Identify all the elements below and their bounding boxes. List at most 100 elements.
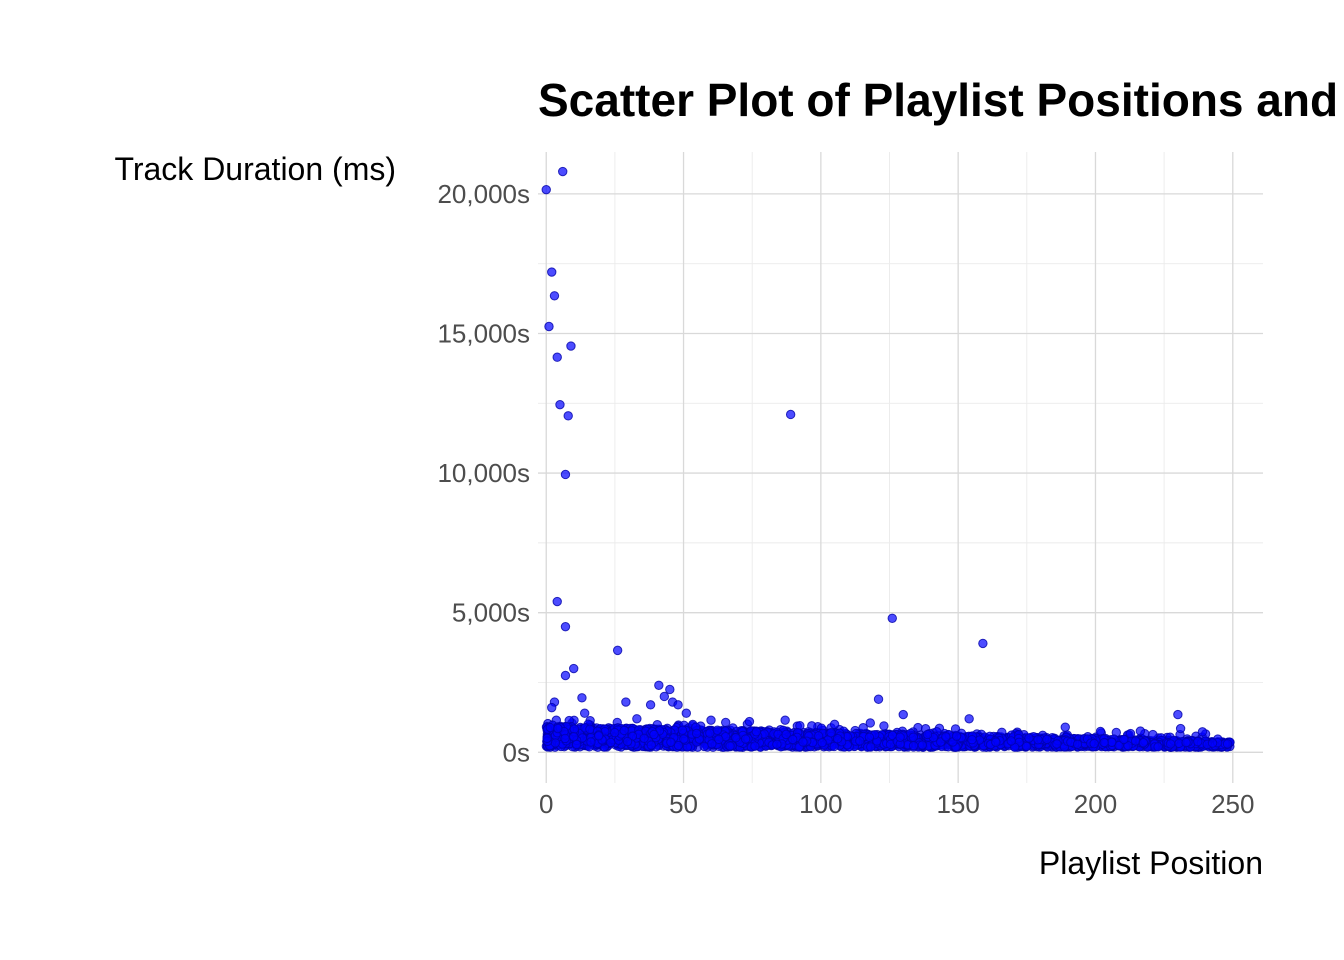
data-point [1130, 736, 1141, 746]
data-point [666, 737, 676, 747]
x-tick-label: 150 [936, 789, 979, 819]
data-point [964, 714, 974, 724]
data-point [621, 697, 631, 707]
data-point [612, 645, 623, 656]
data-point [1119, 734, 1129, 745]
data-point [681, 708, 691, 718]
data-point [829, 741, 839, 752]
data-point [569, 732, 579, 742]
data-point [673, 700, 683, 710]
data-point [569, 724, 580, 734]
data-point [552, 596, 562, 607]
data-point [560, 621, 571, 632]
data-point [866, 742, 876, 752]
data-point [832, 734, 843, 744]
data-point [555, 399, 565, 410]
data-point [632, 714, 642, 724]
data-point [1193, 736, 1203, 747]
data-point [712, 725, 723, 735]
y-tick-label: 5,000s [452, 598, 530, 628]
data-point [622, 736, 633, 747]
data-point [545, 722, 556, 733]
y-tick-label: 10,000s [437, 458, 530, 488]
data-points [541, 166, 1235, 752]
data-point [547, 702, 557, 713]
data-point [1197, 727, 1208, 737]
data-point [649, 729, 659, 740]
data-point [772, 739, 782, 750]
data-point [1207, 738, 1218, 748]
x-tick-label: 50 [669, 789, 698, 819]
data-point [691, 728, 702, 739]
data-point [941, 732, 951, 742]
data-point [898, 709, 908, 720]
data-point [550, 738, 561, 748]
data-point [1138, 738, 1149, 748]
data-point [606, 737, 616, 748]
data-point [552, 352, 562, 362]
data-point [544, 321, 554, 332]
data-point [1042, 734, 1052, 745]
data-point [646, 740, 656, 750]
data-point [1222, 739, 1233, 749]
data-point [1165, 739, 1176, 749]
data-point [707, 739, 717, 749]
data-point [951, 731, 962, 741]
tick-labels: 0 50 100 150 200 250 0s 5,000s 10,000s 15,000s 20,… [437, 179, 1254, 819]
data-point [865, 718, 875, 728]
data-point [855, 736, 865, 746]
x-axis-label: Playlist Position [1039, 845, 1263, 881]
data-point [1021, 741, 1032, 752]
data-point [1060, 722, 1070, 732]
data-point [991, 737, 1001, 747]
data-point [1175, 723, 1186, 734]
data-point [908, 741, 919, 751]
data-point [751, 727, 762, 737]
data-point [549, 291, 560, 301]
data-point [879, 721, 889, 731]
data-point [610, 727, 620, 738]
data-point [1072, 739, 1083, 750]
data-point [1033, 735, 1043, 745]
data-point [744, 716, 755, 727]
data-point [1153, 742, 1163, 752]
data-point [978, 638, 988, 649]
data-point [585, 724, 595, 734]
data-point [553, 723, 563, 734]
data-point [1135, 726, 1146, 736]
data-point [917, 740, 928, 750]
data-point [785, 409, 796, 420]
data-point [1052, 739, 1062, 749]
data-point [817, 738, 827, 748]
data-point [577, 693, 587, 703]
x-tick-label: 100 [799, 789, 842, 819]
data-point [594, 731, 604, 741]
data-point [639, 733, 649, 744]
data-point [541, 184, 551, 195]
data-point [571, 739, 582, 750]
data-point [908, 732, 918, 742]
data-point [679, 734, 689, 744]
data-point [895, 732, 905, 742]
chart-title: Scatter Plot of Playlist Positions and T… [538, 74, 1344, 126]
data-point [798, 737, 808, 747]
x-tick-label: 200 [1074, 789, 1117, 819]
data-point [1173, 709, 1183, 720]
data-point [659, 691, 670, 702]
data-point [1006, 736, 1016, 746]
data-point [677, 725, 688, 735]
data-point [873, 694, 884, 704]
data-point [560, 733, 570, 744]
data-point [826, 728, 836, 738]
y-tick-label: 15,000s [437, 318, 530, 348]
y-axis-label: Track Duration (ms) [114, 151, 396, 187]
data-point [560, 670, 571, 681]
data-point [781, 729, 791, 740]
data-point [579, 708, 590, 718]
data-point [720, 717, 731, 728]
data-point [1089, 738, 1099, 749]
data-point [740, 734, 751, 744]
data-point [714, 734, 724, 745]
